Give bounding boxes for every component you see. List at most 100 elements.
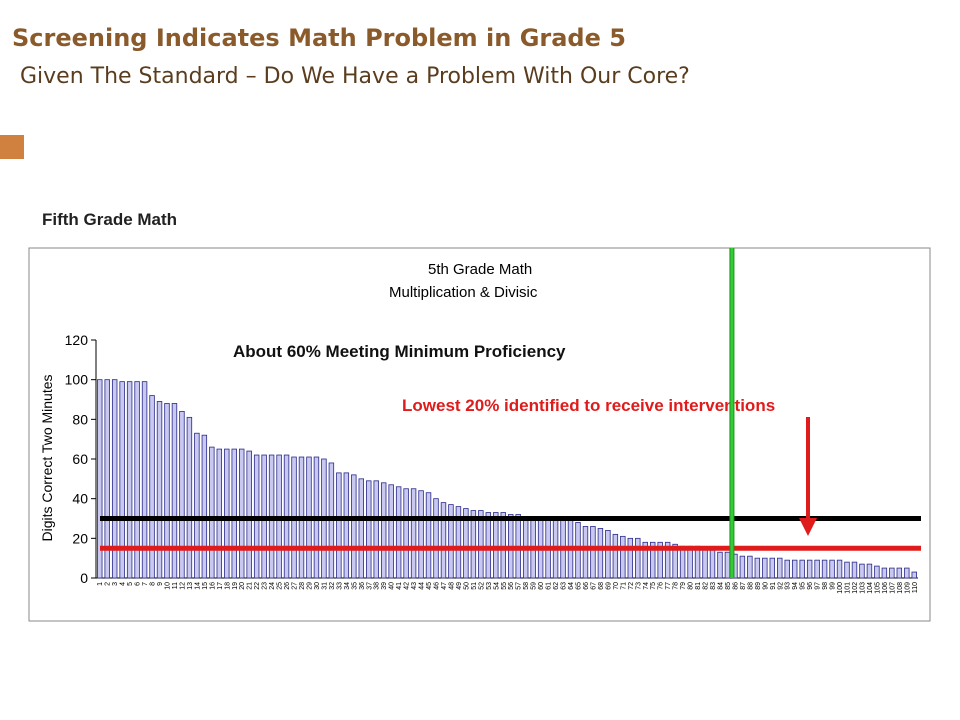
bar <box>126 381 133 579</box>
bar <box>440 502 447 579</box>
bar <box>754 557 761 579</box>
bar <box>582 526 589 579</box>
bar <box>366 480 372 579</box>
bar <box>433 498 439 579</box>
bar <box>463 508 469 579</box>
x-tick-label: 88 <box>747 582 754 590</box>
x-tick-label: 101 <box>845 582 852 594</box>
x-tick-label: 95 <box>800 582 807 590</box>
x-tick-label: 57 <box>516 582 523 590</box>
bar <box>627 537 634 579</box>
bar <box>784 559 790 579</box>
bar <box>590 526 596 579</box>
bar <box>612 533 619 579</box>
x-tick-label: 4 <box>120 582 127 586</box>
bar <box>739 555 746 579</box>
x-tick-label: 92 <box>777 582 784 590</box>
bar <box>194 432 200 579</box>
bar <box>806 559 813 579</box>
bar <box>672 543 678 579</box>
x-tick-label: 18 <box>224 582 231 590</box>
bar <box>650 541 656 579</box>
x-tick-label: 100 <box>837 582 844 594</box>
bar <box>620 535 626 579</box>
bar <box>149 395 155 579</box>
proficiency-annotation: About 60% Meeting Minimum Proficiency <box>233 342 566 361</box>
x-tick-label: 48 <box>448 582 455 590</box>
bar <box>351 474 357 579</box>
x-tick-label: 50 <box>463 582 470 590</box>
bar <box>246 450 252 579</box>
bar <box>156 401 163 579</box>
intervention-annotation: Lowest 20% identified to receive interve… <box>402 396 775 415</box>
bar <box>358 478 365 579</box>
x-tick-label: 83 <box>710 582 717 590</box>
y-tick-label: 100 <box>65 372 89 388</box>
slide-subtitle: Given The Standard – Do We Have a Proble… <box>20 64 690 89</box>
bar <box>881 567 888 579</box>
bar <box>493 512 499 579</box>
x-tick-label: 37 <box>366 582 373 590</box>
x-tick-label: 31 <box>321 582 328 590</box>
bar <box>425 492 432 579</box>
x-tick-label: 69 <box>605 582 612 590</box>
x-tick-label: 9 <box>157 582 164 586</box>
x-tick-label: 39 <box>381 582 388 590</box>
x-tick-label: 77 <box>665 582 672 590</box>
bar <box>642 541 648 579</box>
x-tick-label: 64 <box>568 582 575 590</box>
x-tick-label: 24 <box>269 582 276 590</box>
x-tick-label: 51 <box>471 582 478 590</box>
bar <box>410 488 417 579</box>
x-tick-label: 27 <box>292 582 299 590</box>
x-tick-label: 76 <box>658 582 665 590</box>
x-tick-label: 10 <box>164 582 171 590</box>
x-tick-label: 26 <box>284 582 291 590</box>
x-tick-label: 75 <box>650 582 657 590</box>
x-tick-label: 85 <box>725 582 732 590</box>
x-tick-label: 67 <box>590 582 597 590</box>
x-tick-label: 110 <box>912 582 919 593</box>
bar <box>134 381 140 579</box>
x-tick-label: 36 <box>359 582 366 590</box>
bar <box>403 488 409 579</box>
accent-square <box>0 135 24 159</box>
section-label: Fifth Grade Math <box>42 210 178 229</box>
chart-title-line1: 5th Grade Math <box>428 261 532 278</box>
x-tick-label: 82 <box>703 582 710 590</box>
bar <box>238 448 245 579</box>
x-tick-label: 87 <box>740 582 747 590</box>
x-tick-label: 30 <box>314 582 321 590</box>
bar <box>448 504 454 579</box>
bar <box>709 549 716 579</box>
bar <box>664 541 671 579</box>
chart-title-line2: Multiplication & Divisic <box>389 284 538 301</box>
x-tick-label: 102 <box>852 582 859 594</box>
bar <box>829 559 835 579</box>
slide-title: Screening Indicates Math Problem in Grad… <box>12 24 626 52</box>
x-tick-label: 40 <box>389 582 396 590</box>
bar <box>687 545 693 579</box>
x-tick-label: 60 <box>538 582 545 590</box>
x-tick-label: 16 <box>209 582 216 590</box>
x-tick-label: 15 <box>202 582 209 590</box>
bar <box>777 557 783 579</box>
bar <box>470 510 477 579</box>
x-tick-label: 61 <box>546 582 553 590</box>
bar <box>201 434 208 579</box>
x-tick-label: 21 <box>247 582 254 590</box>
bar <box>769 557 775 579</box>
x-tick-label: 89 <box>755 582 762 590</box>
x-tick-label: 32 <box>329 582 336 590</box>
bar <box>791 559 798 579</box>
x-tick-label: 7 <box>142 582 149 586</box>
bar <box>171 403 178 579</box>
x-tick-label: 66 <box>583 582 590 590</box>
x-tick-label: 90 <box>762 582 769 590</box>
x-tick-label: 105 <box>874 582 881 594</box>
bar <box>635 537 641 579</box>
bar <box>388 484 394 579</box>
bar <box>380 482 387 579</box>
x-tick-label: 33 <box>336 582 343 590</box>
x-tick-label: 91 <box>770 582 777 590</box>
